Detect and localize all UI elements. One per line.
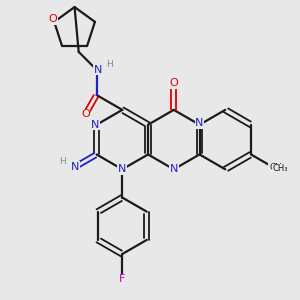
Text: O: O (81, 109, 90, 119)
Text: F: F (119, 274, 125, 284)
Text: H: H (59, 157, 66, 166)
Text: N: N (195, 118, 204, 128)
Text: CH₃: CH₃ (273, 164, 288, 173)
Text: O: O (169, 78, 178, 88)
Text: N: N (94, 65, 102, 75)
Text: N: N (118, 164, 127, 174)
Text: N: N (70, 162, 79, 172)
Text: N: N (169, 164, 178, 174)
Text: CH₃: CH₃ (269, 163, 286, 172)
Text: N: N (91, 120, 99, 130)
Text: O: O (48, 14, 57, 25)
Text: H: H (106, 60, 112, 69)
